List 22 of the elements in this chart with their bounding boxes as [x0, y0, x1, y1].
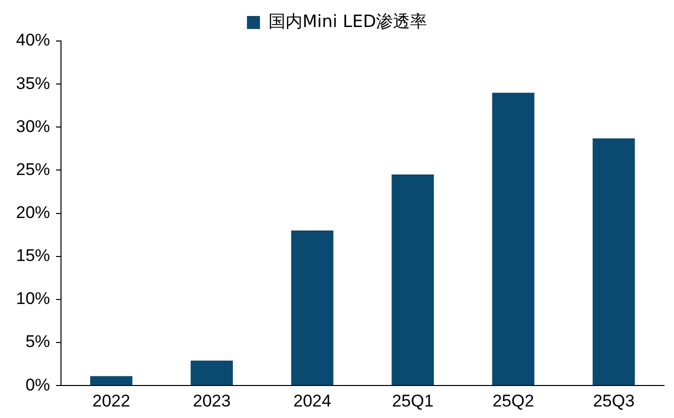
y-tick-label: 15% — [16, 246, 50, 266]
x-tick-label: 25Q1 — [392, 391, 434, 410]
y-tick-label: 30% — [16, 116, 50, 136]
y-tick-label: 25% — [16, 160, 50, 179]
x-tick-label: 2024 — [293, 391, 332, 410]
y-tick-label: 40% — [16, 30, 50, 50]
legend-label: 国内Mini LED渗透率 — [268, 12, 428, 32]
x-tick-label: 25Q3 — [592, 391, 635, 410]
y-tick-label: 5% — [25, 332, 50, 352]
y-tick-label: 35% — [16, 74, 50, 93]
bar — [592, 138, 635, 386]
y-tick-label: 0% — [25, 375, 50, 394]
x-tick-label: 2022 — [92, 391, 130, 410]
y-tick-label: 20% — [16, 202, 50, 222]
y-tick-label: 10% — [16, 289, 50, 308]
bar — [90, 376, 132, 386]
bar — [492, 92, 534, 386]
x-tick-label: 25Q2 — [492, 391, 534, 410]
bar — [291, 230, 334, 386]
bar — [392, 174, 434, 386]
bar — [190, 360, 233, 386]
x-tick-label: 2023 — [192, 391, 231, 410]
